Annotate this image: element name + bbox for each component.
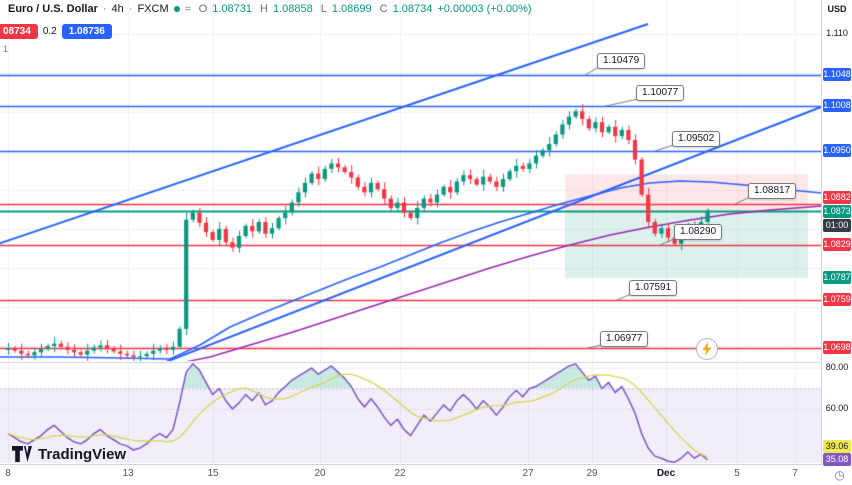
- price-level-callout[interactable]: 1.10077: [636, 85, 685, 101]
- close-value: 1.08734: [392, 3, 433, 15]
- open-value: 1.08731: [212, 3, 252, 15]
- time-axis-label: 5: [734, 468, 740, 479]
- price-axis-label: 80.00: [825, 362, 849, 372]
- time-axis-label: 22: [394, 468, 406, 479]
- buy-button[interactable]: 1.08736: [61, 24, 112, 39]
- time-axis-label: 15: [207, 468, 219, 479]
- price-axis-label: 1.0829: [823, 238, 851, 251]
- price-scale[interactable]: USD 1.110 1.1048 1.1008 1.0950 1.0882 1.0873 0…: [821, 0, 852, 485]
- sell-button[interactable]: 08734: [0, 24, 38, 39]
- price-axis-label: 1.0882: [823, 191, 851, 204]
- market-open-dot-icon: [173, 6, 180, 12]
- lightning-marker-button[interactable]: [696, 338, 718, 360]
- time-axis-label: 20: [314, 468, 326, 479]
- tradingview-logo-icon: [12, 446, 32, 462]
- symbol-legend: Euro / U.S. Dollar · 4h · FXCM ≈ O 1.0873…: [8, 3, 532, 15]
- price-axis-label: 1.0950: [823, 144, 851, 157]
- time-axis-label: 8: [5, 468, 11, 479]
- price-axis-label: 1.1008: [823, 99, 851, 112]
- price-level-callout[interactable]: 1.08817: [748, 183, 797, 199]
- legend-separator: ·: [128, 3, 133, 15]
- low-label: L: [320, 3, 327, 15]
- close-label: C: [379, 3, 388, 15]
- exchange-label[interactable]: FXCM: [137, 3, 169, 15]
- interval-label[interactable]: 4h: [111, 3, 124, 15]
- price-level-callout[interactable]: 1.09502: [672, 131, 721, 147]
- change-value: +0.00003 (+0.00%): [437, 3, 532, 15]
- time-scale[interactable]: 8 13 15 20 22 27 29 Dec 5 7: [0, 464, 822, 485]
- time-axis-label: Dec: [656, 468, 676, 479]
- price-axis-label: 39.06: [823, 440, 851, 453]
- symbol-title[interactable]: Euro / U.S. Dollar: [8, 3, 98, 15]
- price-level-callout[interactable]: 1.07591: [629, 280, 678, 296]
- time-axis-label: 7: [792, 468, 798, 479]
- price-axis-label: 1.0873: [823, 205, 851, 218]
- time-axis-label: 13: [122, 468, 134, 479]
- price-axis-label: 1.0787: [823, 271, 851, 284]
- tradingview-logo[interactable]: TradingView: [12, 445, 126, 463]
- open-label: O: [198, 3, 208, 15]
- clock-icon[interactable]: ◷: [834, 468, 845, 482]
- currency-label[interactable]: USD: [827, 4, 847, 14]
- legend-separator: ·: [102, 3, 107, 15]
- high-value: 1.08858: [272, 3, 313, 15]
- lightning-bolt-icon: [702, 342, 712, 356]
- price-axis-label: 60.00: [825, 403, 849, 413]
- price-axis-label: 1.0759: [823, 293, 851, 306]
- price-axis-label: 1.1048: [823, 68, 851, 81]
- time-axis-label: 27: [522, 468, 534, 479]
- legend-row-marker: 1: [3, 44, 9, 54]
- price-axis-label: 1.110: [826, 28, 848, 38]
- price-axis-label: 35.08: [823, 453, 851, 466]
- spread-value: 0.2: [42, 26, 57, 37]
- price-level-callout[interactable]: 1.08290: [674, 224, 723, 240]
- tradingview-logo-text: TradingView: [38, 445, 127, 463]
- high-label: H: [260, 3, 268, 15]
- price-axis-label: 1.0698: [823, 341, 851, 354]
- price-level-callout[interactable]: 1.06977: [600, 331, 649, 347]
- trade-panel: 08734 0.2 1.08736: [0, 24, 112, 39]
- time-axis-label: 29: [586, 468, 598, 479]
- price-axis-label: 01:00: [823, 219, 851, 232]
- approx-icon: ≈: [184, 3, 191, 15]
- price-level-callout[interactable]: 1.10479: [597, 53, 646, 69]
- low-value: 1.08699: [331, 3, 372, 15]
